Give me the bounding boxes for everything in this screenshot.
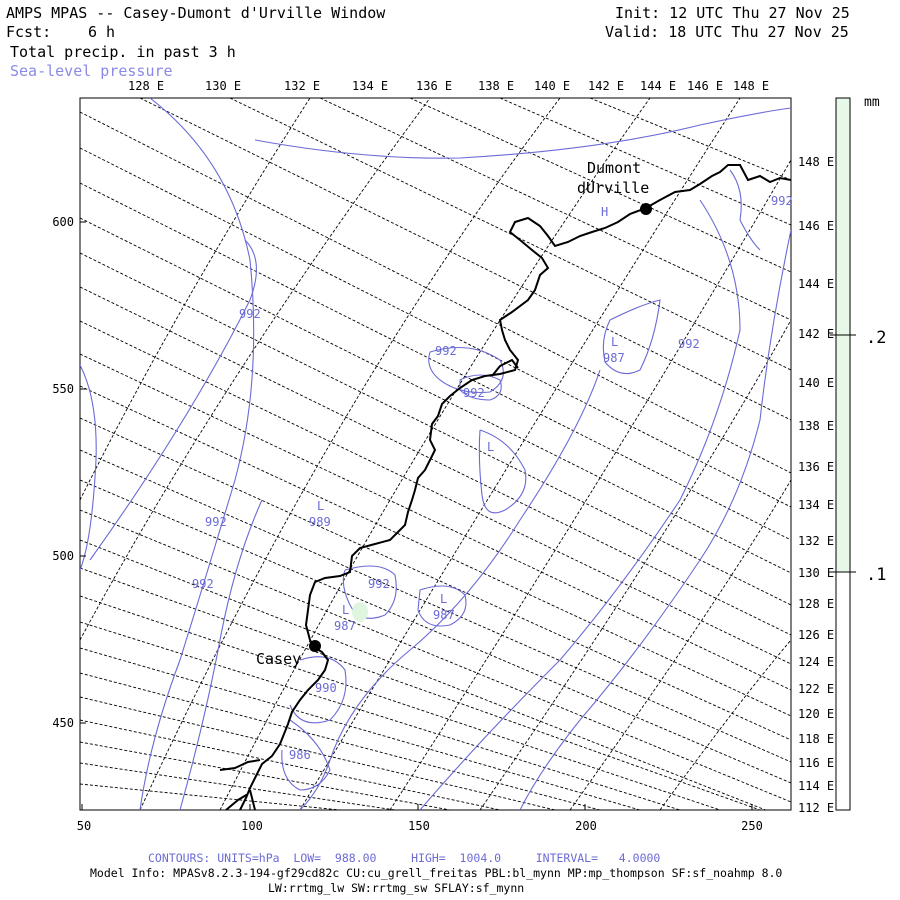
x-tick-label: 50 <box>77 819 91 833</box>
pressure-labels: 992 992 992 992 992 992 992 992 989 987 … <box>192 194 793 762</box>
y-tick-label: 450 <box>52 716 74 730</box>
pressure-label: 989 <box>309 515 331 529</box>
colorbar-label: .1 <box>866 565 886 585</box>
x-tick-label: 200 <box>575 819 597 833</box>
pressure-label: 992 <box>192 577 214 591</box>
model-info: Model Info: MPASv8.2.3-194-gf29cd82c CU:… <box>90 866 783 880</box>
lon-label: 122 E <box>798 682 834 696</box>
lon-label: 144 E <box>798 277 834 291</box>
x-axis-labels: 50 100 150 200 250 <box>77 819 763 833</box>
latitude-lines <box>80 98 791 810</box>
y-axis-labels: 600 550 500 450 <box>52 215 74 730</box>
lon-label: 116 E <box>798 756 834 770</box>
pressure-label: 992 <box>435 344 457 358</box>
x-tick-label: 250 <box>741 819 763 833</box>
low-center-mark: L <box>317 499 324 513</box>
lon-label: 146 E <box>798 219 834 233</box>
pressure-contours <box>80 98 791 810</box>
lon-label: 132 E <box>284 79 320 93</box>
lon-label: 120 E <box>798 707 834 721</box>
lon-label: 136 E <box>416 79 452 93</box>
low-center-mark: L <box>611 335 618 349</box>
model-info-physics: LW:rrtmg_lw SW:rrtmg_sw SFLAY:sf_mynn <box>268 881 525 895</box>
map-title: AMPS MPAS -- Casey-Dumont d'Urville Wind… <box>6 4 386 22</box>
station-name: dUrville <box>577 179 649 197</box>
pressure-label: 992 <box>205 515 227 529</box>
low-center-mark: L <box>440 592 447 606</box>
lon-label: 144 E <box>640 79 676 93</box>
lon-label: 140 E <box>534 79 570 93</box>
longitude-lines <box>80 98 791 810</box>
valid-time: Valid: 18 UTC Thu 27 Nov 25 <box>605 23 849 41</box>
pressure-label: 992 <box>368 577 390 591</box>
lon-label: 134 E <box>352 79 388 93</box>
overlay-name: Sea-level pressure <box>10 62 173 80</box>
pressure-label: 986 <box>289 748 311 762</box>
init-time: Init: 12 UTC Thu 27 Nov 25 <box>615 4 850 22</box>
lon-label: 118 E <box>798 732 834 746</box>
colorbar-lower <box>835 571 851 811</box>
forecast-label: Fcst: <box>6 23 52 41</box>
pressure-label: 987 <box>433 608 455 622</box>
pressure-label: 987 <box>334 619 356 633</box>
station-marker <box>309 640 321 652</box>
lon-label: 112 E <box>798 801 834 815</box>
lon-label: 136 E <box>798 460 834 474</box>
station-name: Dumont <box>587 159 641 177</box>
top-lon-labels: 128 E 130 E 132 E 134 E 136 E 138 E 140 … <box>128 79 769 93</box>
lon-label: 138 E <box>798 419 834 433</box>
precip-patch <box>352 602 368 622</box>
forecast-hours: 6 h <box>88 23 116 41</box>
low-center-mark: L <box>487 440 494 454</box>
station-name: Casey <box>256 650 301 668</box>
lon-label: 138 E <box>478 79 514 93</box>
x-tick-label: 150 <box>408 819 430 833</box>
contour-info: CONTOURS: UNITS=hPa LOW= 988.00 HIGH= 10… <box>148 851 661 865</box>
lon-label: 124 E <box>798 655 834 669</box>
y-axis-ticks <box>80 221 86 724</box>
lon-label: 142 E <box>588 79 624 93</box>
map-frame <box>79 97 792 811</box>
lon-label: 128 E <box>798 597 834 611</box>
pressure-label: 992 <box>678 337 700 351</box>
pressure-label: 992 <box>463 386 485 400</box>
x-tick-label: 100 <box>241 819 263 833</box>
y-tick-label: 500 <box>52 549 74 563</box>
lon-label: 146 E <box>687 79 723 93</box>
colorbar-label: .2 <box>866 328 886 348</box>
coastline <box>219 164 791 810</box>
pressure-label: 990 <box>315 681 337 695</box>
pressure-label: 992 <box>771 194 793 208</box>
lon-label: 142 E <box>798 327 834 341</box>
lon-label: 126 E <box>798 628 834 642</box>
lon-label: 148 E <box>798 155 834 169</box>
lon-label: 148 E <box>733 79 769 93</box>
lon-label: 132 E <box>798 534 834 548</box>
lon-label: 130 E <box>205 79 241 93</box>
low-center-mark: L <box>342 603 349 617</box>
right-lon-labels: 148 E 146 E 144 E 142 E 140 E 138 E 136 … <box>798 155 834 815</box>
y-tick-label: 550 <box>52 382 74 396</box>
pressure-label: 992 <box>239 307 261 321</box>
x-axis-ticks <box>81 804 753 810</box>
colorbar-unit: mm <box>864 95 880 110</box>
high-center-mark: H <box>601 205 608 219</box>
lon-label: 134 E <box>798 498 834 512</box>
map-area <box>80 98 791 810</box>
lon-label: 128 E <box>128 79 164 93</box>
field-name: Total precip. in past 3 h <box>10 43 236 61</box>
lon-label: 130 E <box>798 566 834 580</box>
pressure-label: 987 <box>603 351 625 365</box>
center-marks: H L L L L L <box>317 205 618 617</box>
lon-label: 140 E <box>798 376 834 390</box>
lon-label: 114 E <box>798 779 834 793</box>
y-tick-label: 600 <box>52 215 74 229</box>
station-marker <box>640 203 652 215</box>
